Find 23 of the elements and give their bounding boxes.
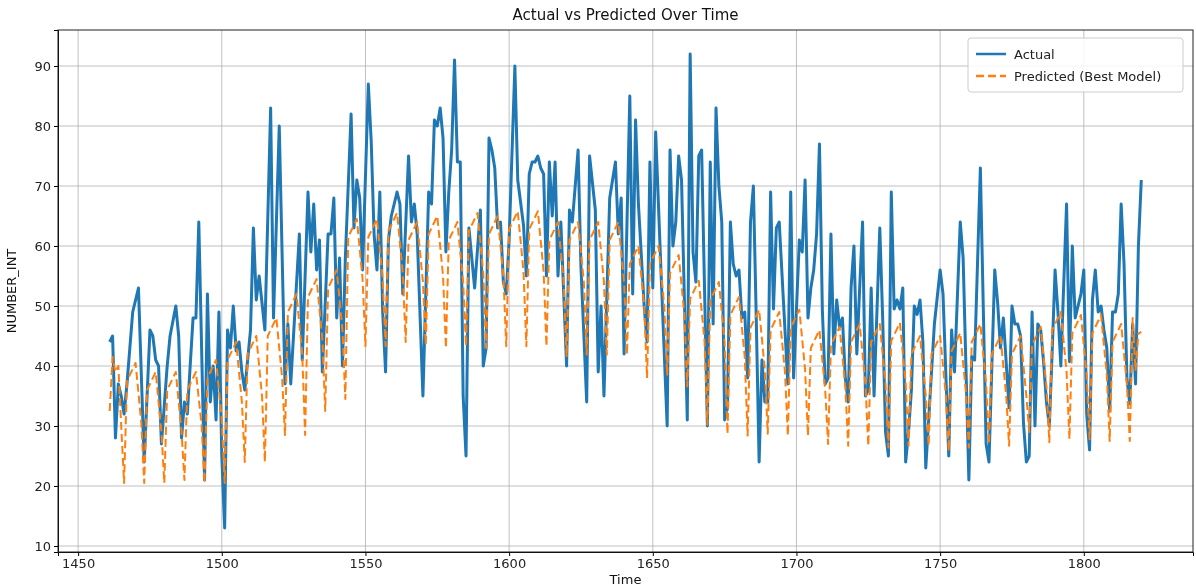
chart-title: Actual vs Predicted Over Time [512,6,739,24]
x-tick-label: 1600 [493,556,527,572]
x-tick-label: 1550 [349,556,383,572]
x-tick-label: 1450 [62,556,96,572]
x-tick-label: 1750 [924,556,958,572]
y-tick-label: 20 [34,478,51,494]
y-tick-label: 10 [34,538,51,554]
line-series [108,210,1143,484]
x-tick-label: 1500 [205,556,239,572]
y-tick-label: 90 [34,58,51,74]
x-tick-label: 1700 [780,556,814,572]
x-tick-label: 1800 [1067,556,1101,572]
legend-label: Predicted (Best Model) [1014,69,1162,84]
y-tick-label: 80 [34,118,51,134]
y-axis-title: NUMBER_INT [4,248,19,334]
y-tick-label: 40 [34,358,51,374]
x-axis-title: Time [608,572,642,587]
y-tick-label: 60 [34,238,51,254]
x-tick-label: 1650 [636,556,670,572]
y-tick-label: 50 [34,298,51,314]
y-tick-label: 70 [34,178,51,194]
legend-label: Actual [1014,47,1055,62]
y-tick-label: 30 [34,418,51,434]
